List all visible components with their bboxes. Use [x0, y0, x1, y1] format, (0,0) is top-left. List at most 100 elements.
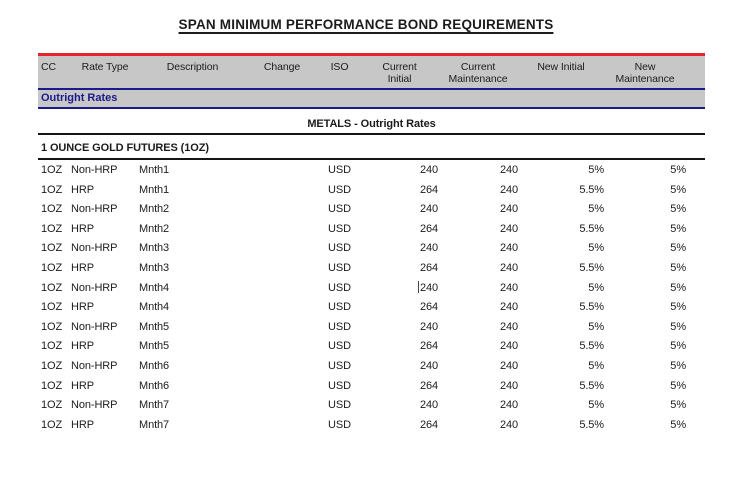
column-header-current-initial: Current Initial — [382, 61, 417, 86]
cell-rate-type: Non-HRP — [71, 359, 118, 372]
cell-description: Mnth7 — [139, 399, 170, 412]
cell-new-initial: 5% — [588, 399, 604, 412]
cell-current-initial: 240 — [417, 281, 438, 295]
table-row: 1OZ HRP Mnth4 USD 264 240 5.5% 5% — [38, 297, 705, 317]
cell-cc: 1OZ — [41, 399, 63, 412]
cell-new-maintenance: 5% — [670, 222, 686, 235]
table-body: 1OZ Non-HRP Mnth1 USD 240 240 5% 5% 1OZ … — [38, 160, 705, 434]
cell-new-maintenance: 5% — [670, 359, 686, 372]
cell-current-initial: 240 — [419, 164, 438, 177]
table-row: 1OZ Non-HRP Mnth2 USD 240 240 5% 5% — [38, 199, 705, 219]
cell-new-initial: 5.5% — [579, 183, 604, 196]
cell-current-maintenance: 240 — [499, 203, 518, 216]
cell-description: Mnth7 — [139, 418, 170, 431]
cell-description: Mnth4 — [139, 281, 170, 294]
cell-new-maintenance: 5% — [670, 320, 686, 333]
product-heading: 1 OUNCE GOLD FUTURES (1OZ) — [41, 142, 209, 155]
cell-description: Mnth3 — [139, 242, 170, 255]
cell-description: Mnth4 — [139, 301, 170, 314]
cell-description: Mnth1 — [139, 183, 170, 196]
cell-new-maintenance: 5% — [670, 242, 686, 255]
text-cursor — [417, 281, 419, 294]
cell-cc: 1OZ — [41, 379, 63, 392]
cell-rate-type: Non-HRP — [71, 320, 118, 333]
table-row: 1OZ Non-HRP Mnth6 USD 240 240 5% 5% — [38, 356, 705, 376]
cell-new-initial: 5.5% — [579, 262, 604, 275]
column-header-new-maintenance: New Maintenance — [615, 61, 675, 86]
cell-new-initial: 5% — [588, 164, 604, 177]
cell-iso: USD — [328, 222, 351, 235]
cell-new-initial: 5.5% — [579, 418, 604, 431]
cell-description: Mnth2 — [139, 222, 170, 235]
cell-iso: USD — [328, 399, 351, 412]
cell-cc: 1OZ — [41, 359, 63, 372]
cell-iso: USD — [328, 359, 351, 372]
cell-new-initial: 5% — [588, 359, 604, 372]
cell-iso: USD — [328, 242, 351, 255]
cell-current-initial: 264 — [419, 183, 438, 196]
report-title: SPAN MINIMUM PERFORMANCE BOND REQUIREMEN… — [178, 17, 554, 32]
cell-current-initial: 264 — [419, 379, 438, 392]
cell-rate-type: Non-HRP — [71, 281, 118, 294]
cell-current-maintenance: 240 — [499, 164, 518, 177]
column-header-change: Change — [263, 61, 301, 73]
column-header-iso: ISO — [330, 61, 349, 73]
table-row: 1OZ Non-HRP Mnth4 USD 240 240 5% 5% — [38, 278, 705, 298]
cell-current-maintenance: 240 — [499, 183, 518, 196]
cell-rate-type: HRP — [71, 301, 94, 314]
column-header-current-maintenance: Current Maintenance — [448, 61, 508, 86]
cell-current-maintenance: 240 — [499, 242, 518, 255]
cell-cc: 1OZ — [41, 222, 63, 235]
cell-description: Mnth5 — [139, 320, 170, 333]
cell-cc: 1OZ — [41, 203, 63, 216]
cell-new-maintenance: 5% — [670, 281, 686, 294]
table-row: 1OZ HRP Mnth5 USD 264 240 5.5% 5% — [38, 337, 705, 357]
cell-cc: 1OZ — [41, 320, 63, 333]
cell-current-initial: 240 — [419, 399, 438, 412]
column-header-description: Description — [166, 61, 219, 73]
cell-cc: 1OZ — [41, 164, 63, 177]
cell-current-initial: 240 — [419, 359, 438, 372]
table-row: 1OZ Non-HRP Mnth3 USD 240 240 5% 5% — [38, 239, 705, 259]
table-row: 1OZ Non-HRP Mnth7 USD 240 240 5% 5% — [38, 395, 705, 415]
section-label: Outright Rates — [41, 92, 118, 105]
table-row: 1OZ Non-HRP Mnth1 USD 240 240 5% 5% — [38, 160, 705, 180]
table-row: 1OZ Non-HRP Mnth5 USD 240 240 5% 5% — [38, 317, 705, 337]
cell-current-initial: 264 — [419, 262, 438, 275]
cell-cc: 1OZ — [41, 281, 63, 294]
cell-current-initial: 264 — [419, 418, 438, 431]
cell-new-maintenance: 5% — [670, 340, 686, 353]
cell-iso: USD — [328, 340, 351, 353]
cell-rate-type: Non-HRP — [71, 164, 118, 177]
cell-current-maintenance: 240 — [499, 340, 518, 353]
cell-current-initial: 240 — [419, 203, 438, 216]
cell-new-initial: 5% — [588, 203, 604, 216]
column-header-cc: CC — [41, 61, 56, 73]
cell-rate-type: HRP — [71, 222, 94, 235]
cell-current-maintenance: 240 — [499, 359, 518, 372]
cell-iso: USD — [328, 418, 351, 431]
cell-new-initial: 5% — [588, 242, 604, 255]
column-header-spacer — [686, 61, 702, 86]
cell-rate-type: HRP — [71, 340, 94, 353]
table-row: 1OZ HRP Mnth1 USD 264 240 5.5% 5% — [38, 180, 705, 200]
cell-current-maintenance: 240 — [499, 301, 518, 314]
cell-description: Mnth6 — [139, 359, 170, 372]
cell-rate-type: HRP — [71, 379, 94, 392]
cell-rate-type: HRP — [71, 183, 94, 196]
cell-new-maintenance: 5% — [670, 399, 686, 412]
cell-new-maintenance: 5% — [670, 203, 686, 216]
cell-new-initial: 5% — [588, 320, 604, 333]
cell-current-initial: 240 — [419, 320, 438, 333]
cell-rate-type: Non-HRP — [71, 399, 118, 412]
cell-new-initial: 5.5% — [579, 340, 604, 353]
column-header-row: CC Rate Type Description Change ISO Curr… — [41, 56, 702, 86]
cell-new-initial: 5.5% — [579, 379, 604, 392]
table-row: 1OZ HRP Mnth2 USD 264 240 5.5% 5% — [38, 219, 705, 239]
cell-iso: USD — [328, 281, 351, 294]
cell-new-maintenance: 5% — [670, 183, 686, 196]
cell-current-maintenance: 240 — [499, 262, 518, 275]
header-divider-rule — [38, 87, 705, 91]
cell-current-maintenance: 240 — [499, 222, 518, 235]
cell-description: Mnth3 — [139, 262, 170, 275]
